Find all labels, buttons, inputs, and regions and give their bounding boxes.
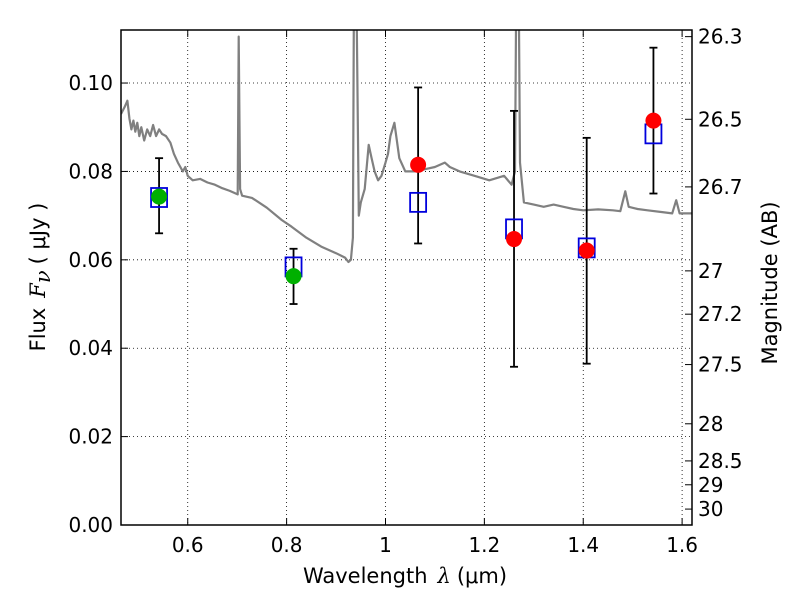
error-bars (155, 46, 658, 368)
y-tick-label: 0.00 (68, 513, 113, 537)
y2-tick-label: 26.5 (698, 107, 743, 131)
y2-tick-label: 28 (698, 412, 723, 436)
grid-lines (121, 30, 692, 525)
y2-tick-label: 26.7 (698, 175, 743, 199)
x-tick-label: 1.6 (666, 533, 698, 557)
plot-frame (120, 29, 693, 526)
y2-tick-label: 27.2 (698, 302, 743, 326)
model-photometry-square (150, 187, 168, 208)
y2-tick-label: 27.5 (698, 353, 743, 377)
x-tick-label: 1.2 (468, 533, 500, 557)
x-axis-title: Wavelength λ (μm) (303, 564, 507, 588)
y2-tick-label: 28.5 (698, 449, 743, 473)
x-tick-label: 1.4 (567, 533, 599, 557)
y2-tick-label: 30 (698, 497, 723, 521)
observed-red-point (645, 112, 662, 129)
y-axis-title: FluxFν( μJy ) (26, 203, 55, 352)
observed-flux-markers (151, 112, 662, 285)
observed-red-point (410, 156, 427, 173)
observed-green-point (285, 268, 302, 285)
model-spectrum-line (121, 30, 692, 264)
observed-red-point (578, 242, 595, 259)
observed-green-point (151, 188, 168, 205)
x-axis-ticks: 0.6 0.8 1 1.2 1.4 1.6 (172, 30, 698, 557)
y2-tick-label: 29 (698, 473, 723, 497)
y-tick-label: 0.10 (68, 71, 113, 95)
x-tick-label: 0.6 (172, 533, 204, 557)
y-tick-label: 0.04 (68, 336, 113, 360)
y-tick-label: 0.02 (68, 425, 113, 449)
y-axis-ticks: 0.00 0.02 0.04 0.06 0.08 0.10 (68, 71, 128, 537)
model-photometry-square (409, 191, 428, 213)
y2-tick-label: 26.3 (698, 25, 743, 49)
x-tick-label: 0.8 (271, 533, 303, 557)
y2-axis-title: Magnitude (AB) (758, 201, 782, 364)
model-spectrum-layer (121, 30, 692, 264)
x-tick-label: 1 (379, 533, 392, 557)
y2-tick-label: 27 (698, 259, 723, 283)
y-tick-label: 0.06 (68, 248, 113, 272)
observed-red-point (506, 231, 523, 248)
y-tick-label: 0.08 (68, 159, 113, 183)
